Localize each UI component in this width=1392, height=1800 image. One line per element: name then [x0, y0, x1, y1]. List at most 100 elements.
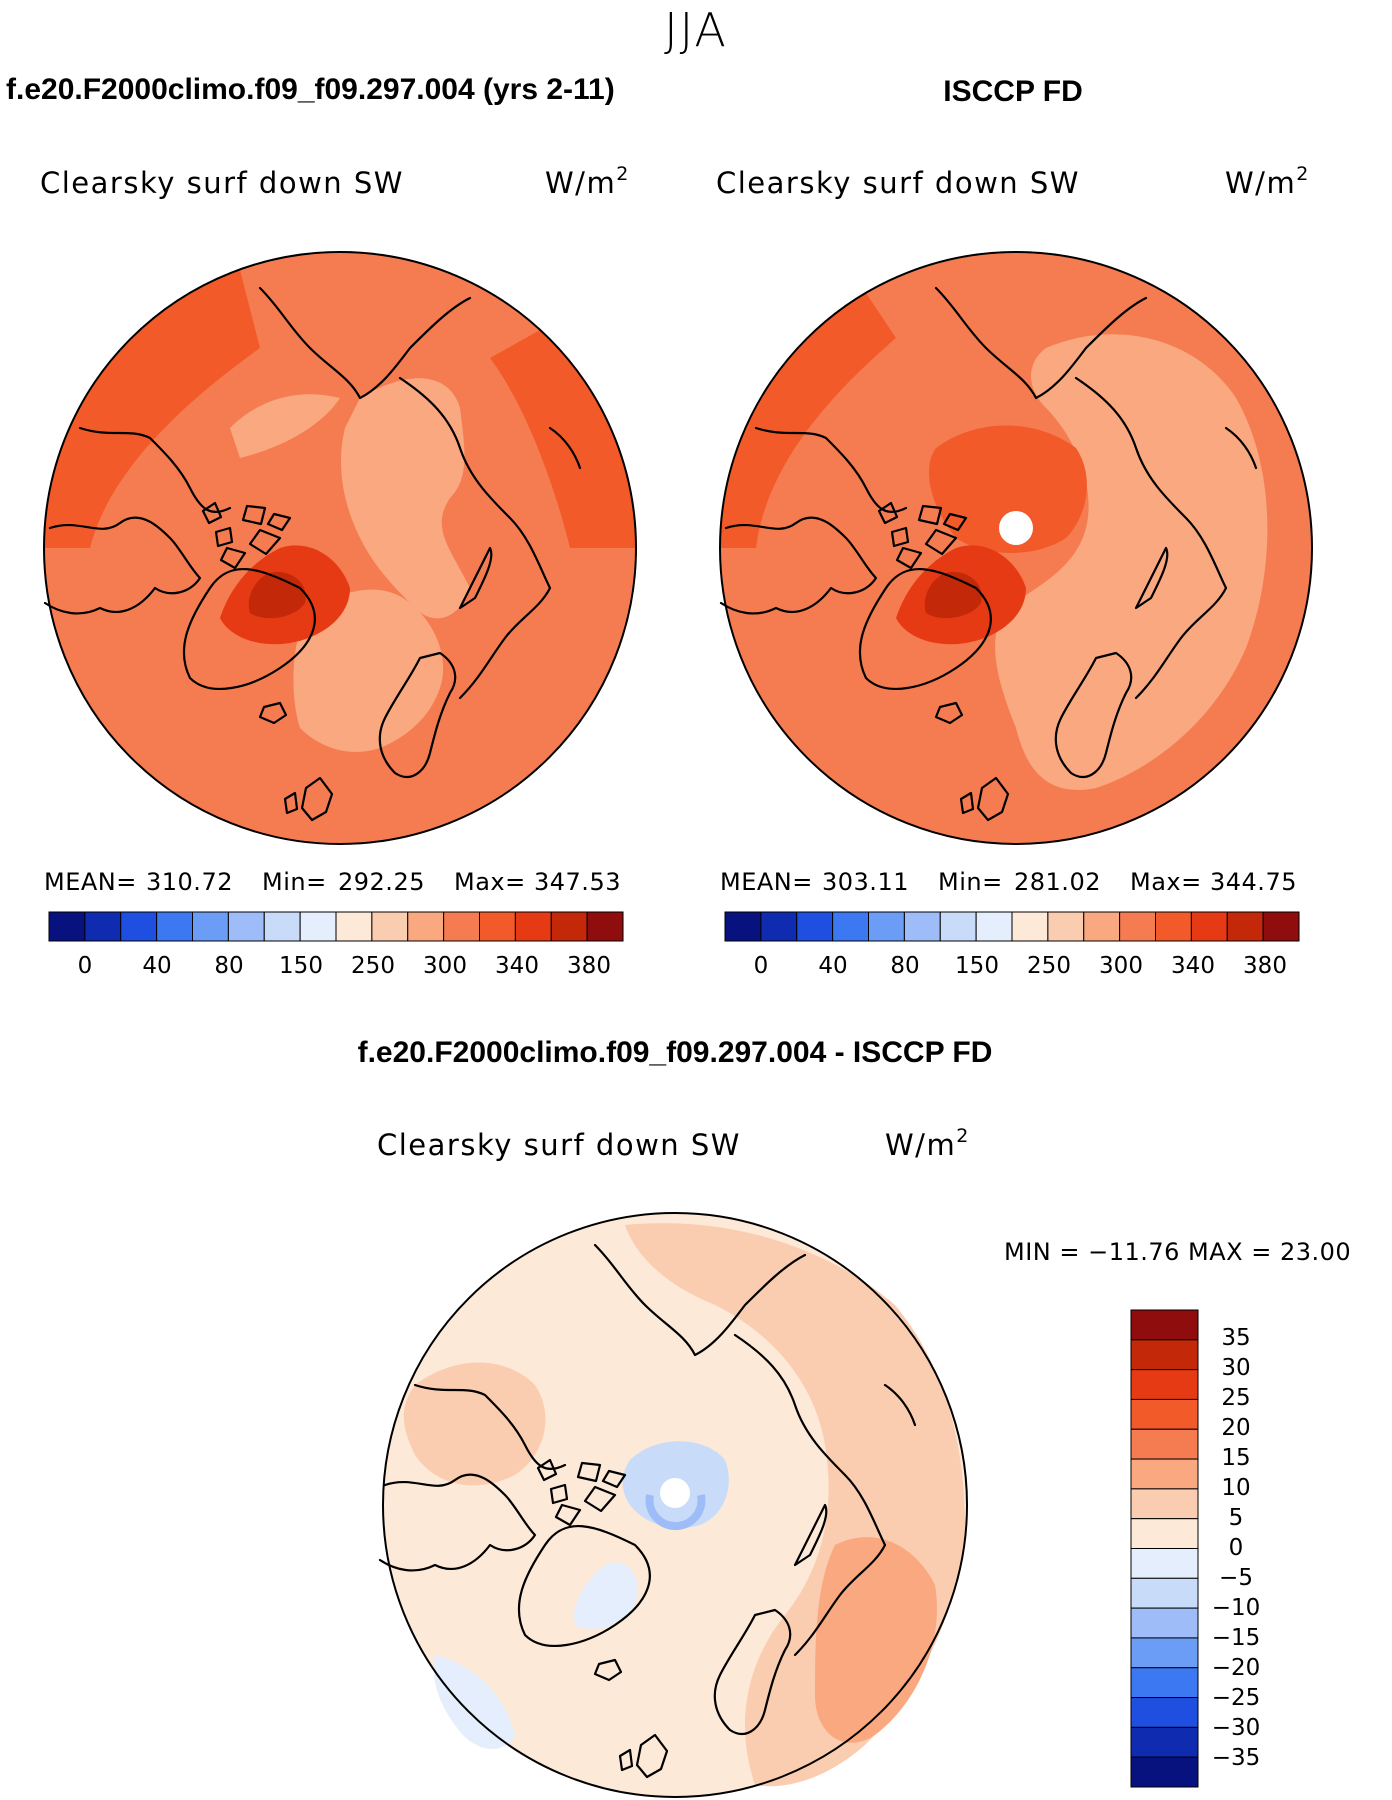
panel-diff-map [378, 1212, 968, 1798]
panel-model-arctic-light [230, 394, 340, 458]
panel-diff-tick-7: 0 [1229, 1535, 1244, 1561]
panel-model-colorbar-swatch-0 [48, 911, 86, 942]
panel-model-stats-min-label: Min= [262, 868, 327, 896]
panel-diff-colorbar-ticks: 35 30 25 20 15 10 5 0 −5 −10 −15 −20 −25… [1212, 1325, 1261, 1771]
panel-model-tick-3: 150 [279, 953, 323, 979]
panel-diff-colorbar [1130, 1309, 1199, 1788]
panel-obs-stats-max-label: Max= [1130, 868, 1202, 896]
panel-model-colorbar-swatch-5 [227, 911, 265, 942]
panel-diff-tick-12: −25 [1212, 1685, 1261, 1711]
panel-diff-stats: MIN = −11.76 MAX = 23.00 [1004, 1238, 1351, 1266]
panel-model-colorbar-swatch-15 [586, 911, 624, 942]
panel-model-colorbar-swatch-1 [84, 911, 122, 942]
panel-obs-pacific-band [720, 293, 896, 548]
panel-obs-colorbar-swatch-7 [975, 911, 1013, 942]
panel-obs-pole-missing [999, 511, 1033, 545]
panel-obs-tick-2: 80 [890, 953, 919, 979]
panel-obs-tick-5: 300 [1099, 953, 1143, 979]
panel-diff-tick-13: −30 [1212, 1715, 1261, 1741]
panel-model-colorbar-swatch-7 [299, 911, 337, 942]
panel-obs-units-base: W/m [1225, 166, 1296, 200]
panel-diff-units-base: W/m [885, 1128, 956, 1162]
panel-obs-tick-6: 340 [1171, 953, 1215, 979]
panel-diff-colorbar-swatch-12 [1130, 1667, 1199, 1699]
panel-diff-colorbar-swatch-5 [1130, 1458, 1199, 1490]
panel-obs-map [719, 251, 1313, 845]
panel-model-colorbar [48, 911, 624, 942]
panel-obs-colorbar-swatch-14 [1226, 911, 1264, 942]
panel-model-map [43, 251, 637, 845]
panel-model-europe-zone [293, 589, 444, 752]
panel-obs-tick-1: 40 [818, 953, 847, 979]
panel-obs-colorbar-swatch-5 [903, 911, 941, 942]
panel-obs-stats-min: 281.02 [1014, 868, 1101, 896]
panel-diff-na-positive [403, 1362, 546, 1486]
panel-obs-tick-3: 150 [955, 953, 999, 979]
panel-model-pacific-band [44, 270, 260, 548]
panel-model-colorbar-swatch-12 [479, 911, 516, 942]
panel-model-map-outline [43, 251, 637, 845]
panel-model-stats-min: 292.25 [338, 868, 425, 896]
panel-model-tick-2: 80 [214, 953, 243, 979]
panel-diff-tick-14: −35 [1212, 1745, 1261, 1771]
panel-diff-map-outline [382, 1212, 968, 1798]
panel-model-colorbar-swatch-9 [371, 911, 409, 942]
panel-obs-colorbar-swatch-15 [1262, 911, 1300, 942]
panel-obs-tick-4: 250 [1027, 953, 1071, 979]
panel-model-colorbar-swatch-13 [514, 911, 552, 942]
panel-obs-colorbar-swatch-9 [1047, 911, 1085, 942]
panel-obs-colorbar-swatch-8 [1011, 911, 1049, 942]
panel-diff-tick-3: 20 [1221, 1415, 1250, 1441]
panel-diff-colorbar-swatch-13 [1130, 1697, 1199, 1728]
panel-obs-colorbar-swatch-3 [832, 911, 870, 942]
panel-obs-map-outline [719, 251, 1313, 845]
panel-diff-units: W/m2 [885, 1125, 970, 1162]
panel-obs-variable-label: Clearsky surf down SW [716, 166, 1080, 200]
panel-model-variable-label: Clearsky surf down SW [40, 166, 404, 200]
panel-model-colorbar-swatch-10 [407, 911, 445, 942]
panel-diff-colorbar-swatch-11 [1130, 1637, 1199, 1669]
panel-diff-colorbar-swatch-1 [1130, 1339, 1199, 1371]
panel-model-stats-mean-label: MEAN= [44, 868, 137, 896]
panel-obs-colorbar-swatch-12 [1155, 911, 1192, 942]
panel-obs-case-title: ISCCP FD [943, 75, 1082, 108]
panel-diff-colorbar-swatch-3 [1130, 1398, 1199, 1430]
panel-diff-tick-2: 25 [1221, 1385, 1250, 1411]
panel-diff-pole-ring [645, 1494, 706, 1531]
panel-model-stats-mean: 310.72 [146, 868, 233, 896]
panel-obs-colorbar [724, 911, 1300, 942]
panel-obs-stats-mean: 303.11 [822, 868, 909, 896]
panel-obs-arctic-zone [928, 425, 1087, 553]
panel-diff-colorbar-swatch-4 [1130, 1428, 1199, 1460]
panel-diff-colorbar-swatch-8 [1130, 1548, 1199, 1579]
panel-diff-pole-missing [660, 1478, 690, 1508]
panel-obs-colorbar-swatch-1 [760, 911, 798, 942]
panel-model-colorbar-swatch-8 [335, 911, 373, 942]
panel-obs-colorbar-swatch-10 [1083, 911, 1121, 942]
panel-obs-tick-7: 380 [1243, 953, 1287, 979]
panel-model-tick-7: 380 [567, 953, 611, 979]
panel-obs-colorbar-swatch-2 [796, 911, 834, 942]
panel-obs-colorbar-swatch-0 [724, 911, 762, 942]
panel-obs-units: W/m2 [1225, 163, 1310, 200]
panel-diff-colorbar-swatch-15 [1130, 1756, 1199, 1788]
panel-model-units-exp: 2 [616, 163, 630, 185]
panel-model-stats-max: 347.53 [534, 868, 621, 896]
panel-model-tick-6: 340 [495, 953, 539, 979]
panel-model-colorbar-swatch-2 [120, 911, 158, 942]
panel-obs-units-exp: 2 [1296, 163, 1310, 185]
panel-model-units-base: W/m [545, 166, 616, 200]
panel-diff-tick-4: 15 [1221, 1445, 1250, 1471]
panel-obs-stats-mean-label: MEAN= [720, 868, 813, 896]
panel-obs-colorbar-swatch-4 [868, 911, 905, 942]
panel-diff-tick-10: −15 [1212, 1625, 1261, 1651]
panel-diff-colorbar-swatch-9 [1130, 1577, 1199, 1609]
panel-obs-colorbar-swatch-6 [939, 911, 977, 942]
panel-obs-eurasia-light [995, 334, 1268, 790]
panel-model-tick-1: 40 [142, 953, 171, 979]
panel-model-tick-4: 250 [351, 953, 395, 979]
panel-diff-tick-0: 35 [1221, 1325, 1250, 1351]
panel-obs-colorbar-ticks: 0 40 80 150 250 300 340 380 [754, 953, 1287, 979]
panel-model-units: W/m2 [545, 163, 630, 200]
